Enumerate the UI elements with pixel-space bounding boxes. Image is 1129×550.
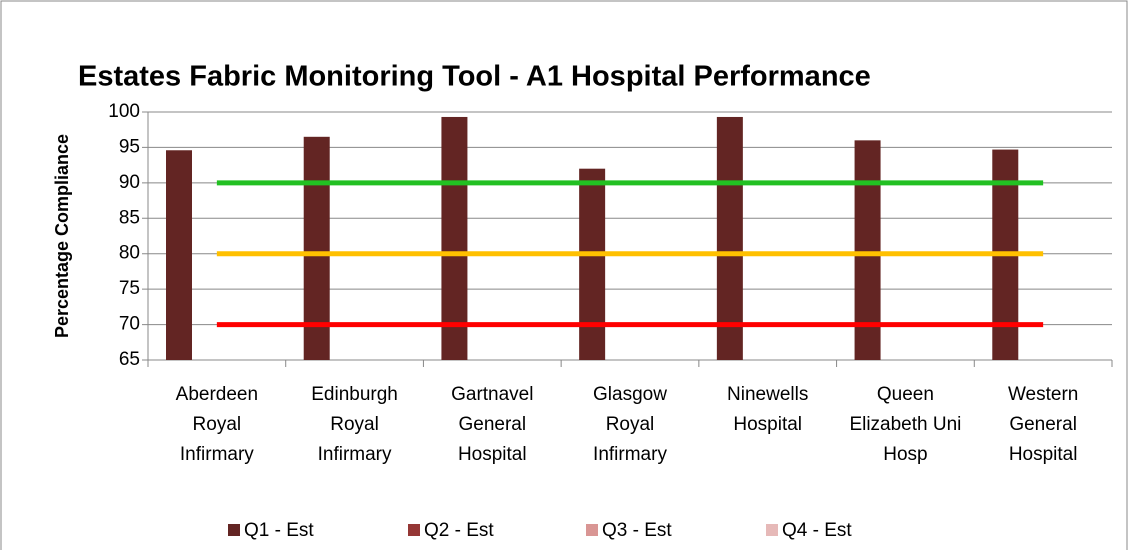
y-tick-label: 95	[119, 136, 140, 157]
legend-swatch	[228, 524, 240, 536]
x-tick-label: Western General Hospital	[1007, 384, 1079, 465]
legend-label: Q3 - Est	[602, 520, 672, 541]
y-axis-label: Percentage Compliance	[52, 134, 72, 338]
x-tick-label: Gartnavel General Hospital	[451, 384, 534, 465]
chart-title: Estates Fabric Monitoring Tool - A1 Hosp…	[78, 61, 871, 93]
legend-swatch	[766, 524, 778, 536]
legend-swatch	[586, 524, 598, 536]
x-tick-label: Aberdeen Royal Infirmary	[175, 384, 259, 465]
y-tick-label: 70	[119, 314, 140, 335]
legend-label: Q2 - Est	[424, 520, 494, 541]
y-tick-label: 85	[119, 207, 140, 228]
x-tick-label: Glasgow Royal Infirmary	[593, 384, 667, 465]
x-tick-label: Ninewells Hospital	[727, 384, 809, 435]
y-tick-label: 100	[108, 101, 140, 122]
bar	[716, 116, 743, 361]
bar	[441, 116, 468, 361]
x-tick-label: Queen Elizabeth Uni Hosp	[849, 384, 962, 465]
y-tick-label: 65	[119, 349, 140, 370]
legend-label: Q4 - Est	[782, 520, 852, 541]
y-tick-label: 80	[119, 243, 140, 264]
bar	[579, 168, 606, 360]
x-tick-label: Edinburgh Royal Infirmary	[311, 384, 398, 465]
legend-swatch	[408, 524, 420, 536]
y-tick-label: 90	[119, 172, 140, 193]
y-tick-label: 75	[119, 278, 140, 299]
legend-label: Q1 - Est	[244, 520, 314, 541]
bar	[166, 150, 192, 360]
